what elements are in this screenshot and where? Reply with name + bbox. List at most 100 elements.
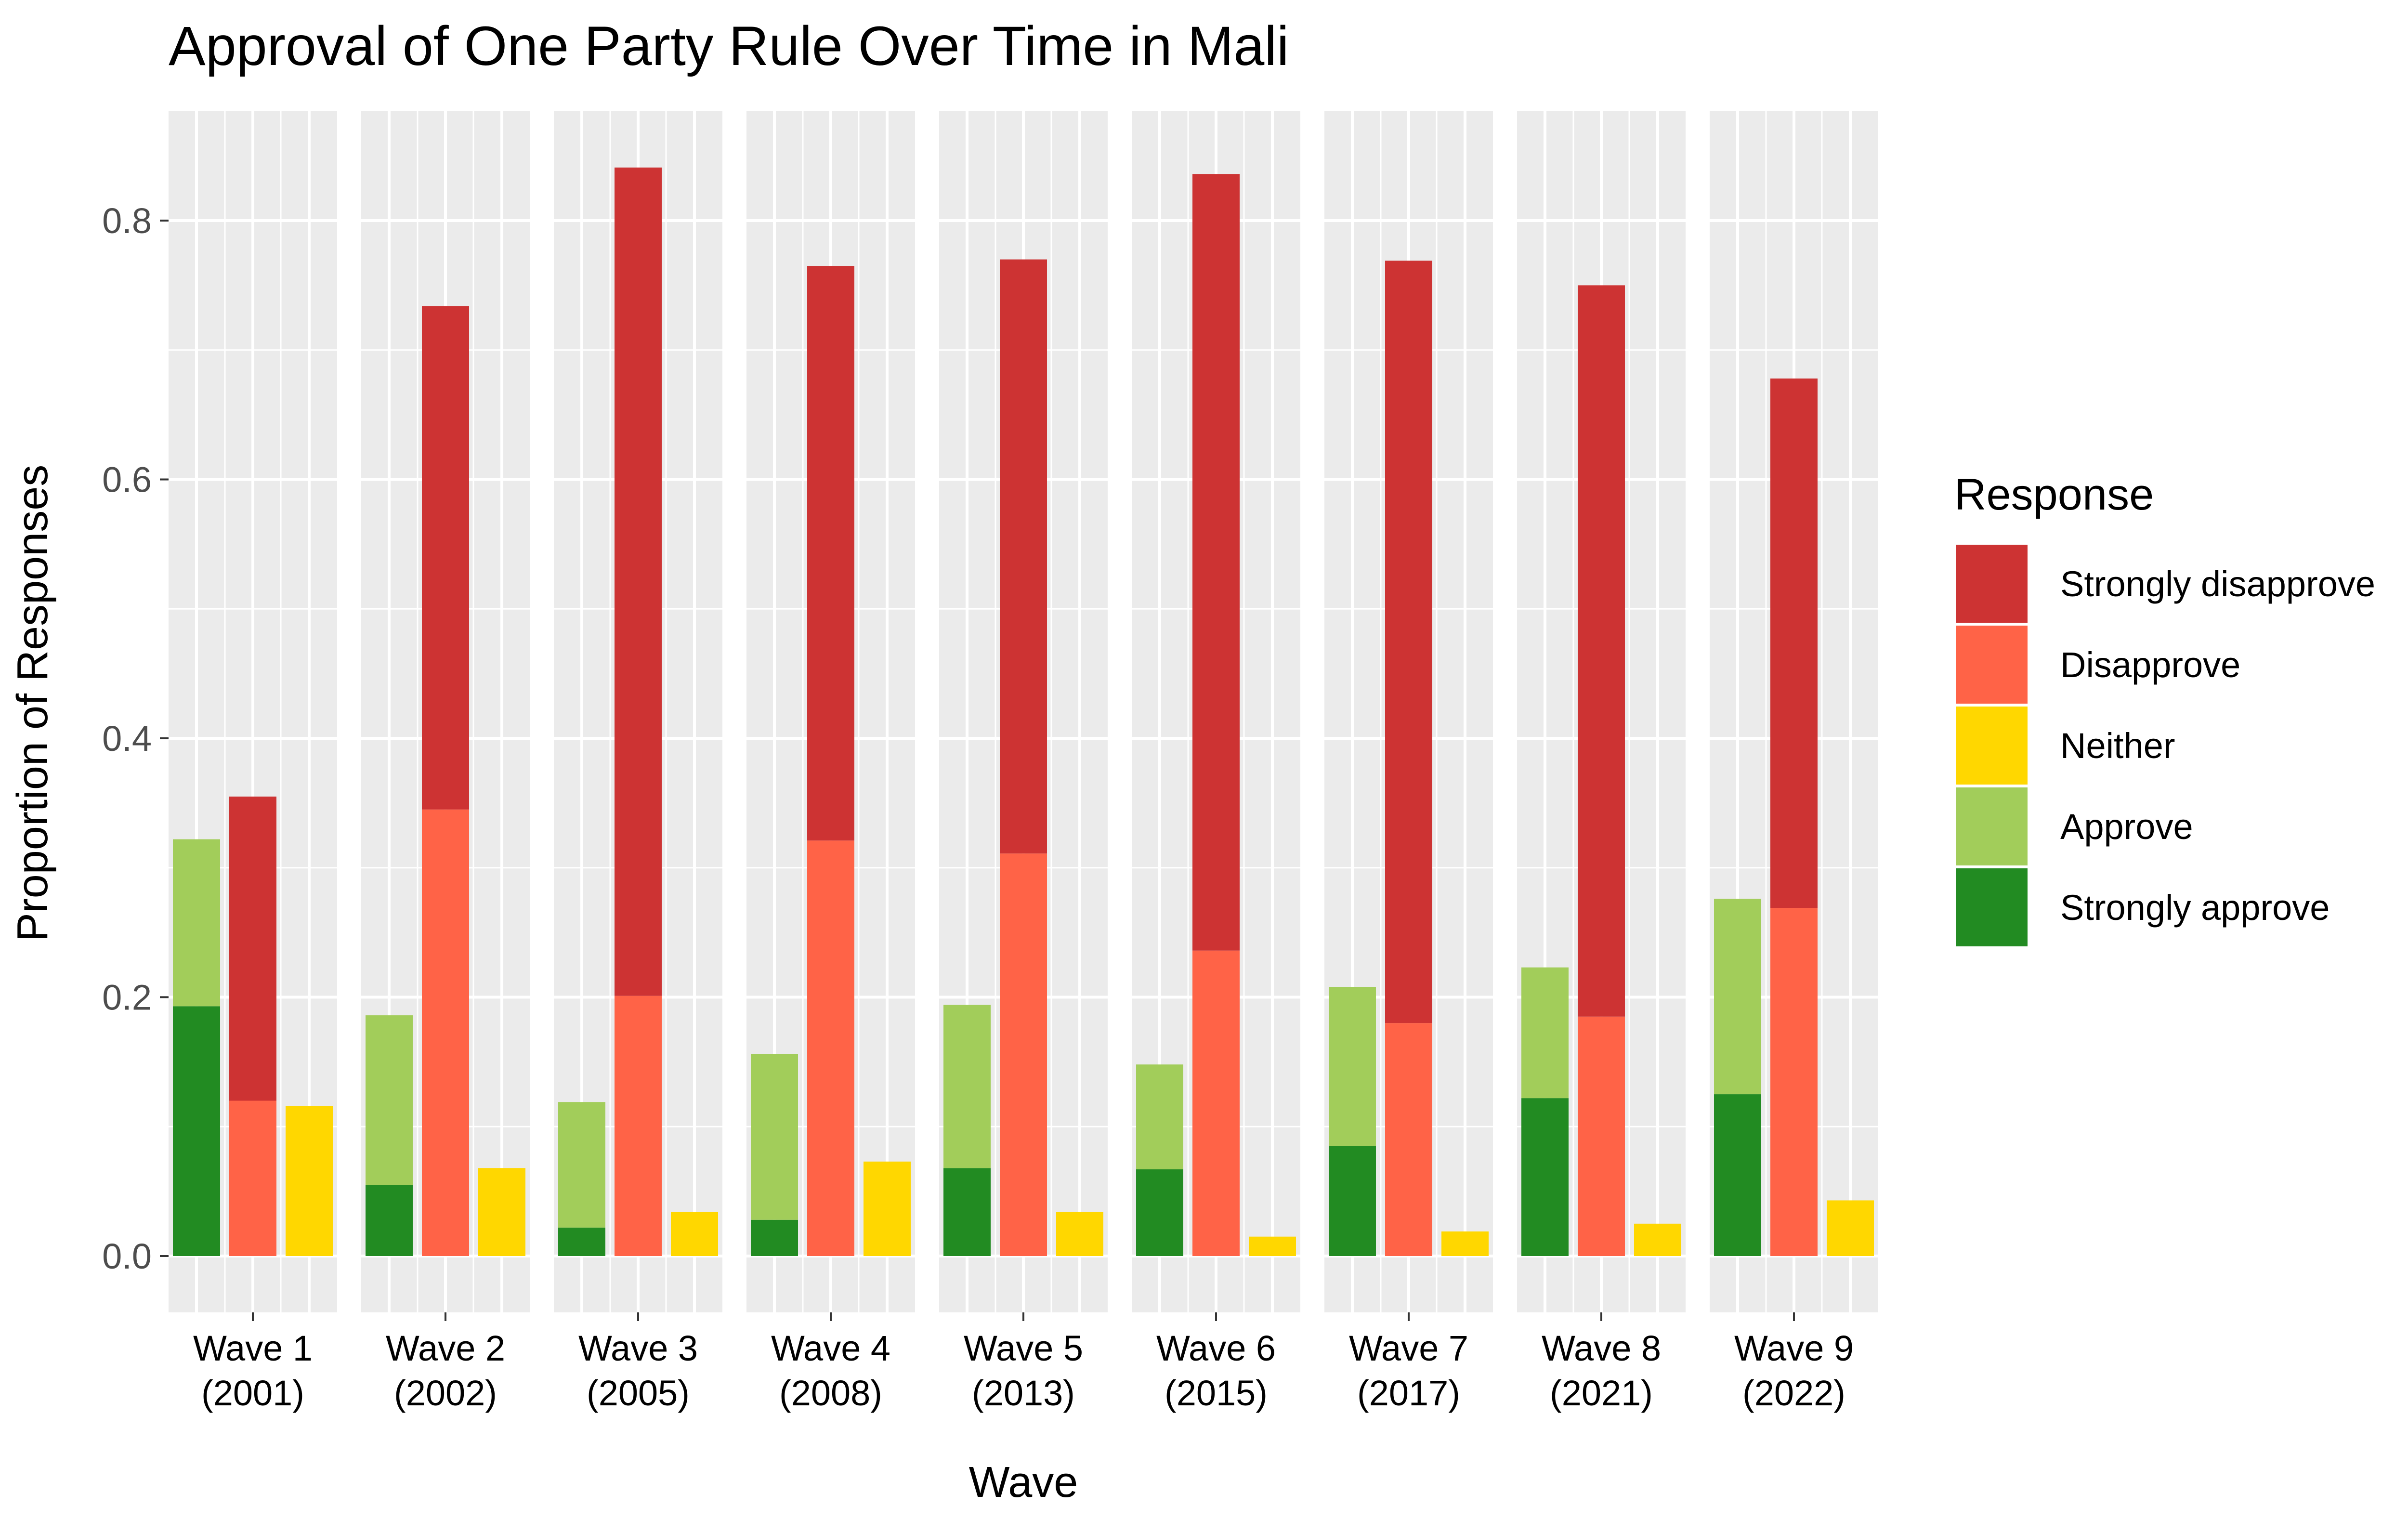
- bar-disapprove: [1578, 1016, 1625, 1256]
- bar-strongly-disapprove: [1000, 259, 1047, 854]
- bar-approve: [1329, 987, 1376, 1146]
- bar-strongly-disapprove: [1385, 261, 1432, 1023]
- legend-label: Disapprove: [2060, 645, 2240, 685]
- legend-key-swatch: [1956, 626, 2028, 704]
- x-tick-label: (2017): [1357, 1373, 1460, 1413]
- x-tick-label: Wave 7: [1349, 1328, 1468, 1368]
- bar-strongly-approve: [1136, 1169, 1183, 1256]
- x-tick-label: Wave 3: [578, 1328, 698, 1368]
- y-tick-label: 0.4: [102, 719, 152, 759]
- bar-strongly-approve: [366, 1185, 413, 1256]
- bar-neither: [1634, 1223, 1681, 1256]
- x-axis: Wave 1 (2001) Wave 2 (2002) Wave 3 (2005) Wave…: [193, 1312, 1854, 1413]
- legend-label: Strongly disapprove: [2060, 564, 2375, 604]
- y-axis: 0.0 0.2 0.4 0.6 0.8: [102, 201, 169, 1276]
- bar-neither: [478, 1168, 525, 1256]
- bar-strongly-approve: [1714, 1094, 1761, 1256]
- facet-panel: [169, 90, 337, 1312]
- legend: Response Strongly disapprove Disapprove Ne…: [1954, 470, 2375, 948]
- x-tick-label: (2022): [1742, 1373, 1845, 1413]
- bar-approve: [366, 1015, 413, 1185]
- legend-key-swatch: [1956, 545, 2028, 623]
- bar-neither: [864, 1161, 911, 1256]
- facet-panel: [554, 90, 722, 1312]
- bar-neither: [286, 1106, 333, 1256]
- legend-label: Approve: [2060, 807, 2193, 847]
- facet-panel: [939, 90, 1108, 1312]
- x-tick-label: Wave 1: [193, 1328, 313, 1368]
- legend-key-swatch: [1956, 787, 2028, 865]
- bar-strongly-approve: [751, 1219, 798, 1256]
- bar-approve: [1714, 899, 1761, 1095]
- facet-panel: [1132, 90, 1300, 1312]
- y-axis-title: Proportion of Responses: [9, 465, 57, 942]
- bar-strongly-approve: [558, 1227, 605, 1256]
- facet-panel: [746, 90, 915, 1312]
- bar-approve: [173, 839, 220, 1007]
- bar-strongly-disapprove: [1770, 378, 1818, 908]
- y-tick-label: 0.0: [102, 1236, 152, 1276]
- bar-neither: [1441, 1231, 1489, 1256]
- bar-strongly-disapprove: [1578, 285, 1625, 1017]
- x-tick-label: Wave 2: [386, 1328, 505, 1368]
- legend-label: Neither: [2060, 726, 2175, 766]
- x-tick-label: Wave 5: [964, 1328, 1083, 1368]
- bar-disapprove: [615, 995, 662, 1256]
- facet-panel: [1517, 90, 1686, 1312]
- legend-item: Strongly approve: [1954, 867, 2329, 948]
- bar-disapprove: [1000, 853, 1047, 1256]
- facet-panel: [1324, 90, 1493, 1312]
- facet-panel: [361, 90, 530, 1312]
- bar-strongly-disapprove: [807, 266, 854, 841]
- x-tick-label: Wave 6: [1156, 1328, 1276, 1368]
- bar-neither: [1056, 1212, 1103, 1256]
- legend-item: Disapprove: [1954, 624, 2240, 705]
- bar-approve: [1136, 1064, 1183, 1169]
- legend-key-swatch: [1956, 707, 2028, 785]
- legend-title: Response: [1954, 470, 2154, 519]
- bar-disapprove: [807, 840, 854, 1256]
- bar-disapprove: [1192, 950, 1240, 1256]
- x-tick-label: Wave 4: [771, 1328, 890, 1368]
- bar-neither: [1827, 1200, 1874, 1256]
- y-tick-label: 0.6: [102, 460, 152, 500]
- x-tick-label: (2013): [972, 1373, 1075, 1413]
- legend-item: Strongly disapprove: [1954, 543, 2375, 624]
- bar-strongly-approve: [173, 1006, 220, 1256]
- bar-approve: [943, 1005, 991, 1168]
- y-tick-label: 0.2: [102, 978, 152, 1018]
- x-tick-label: (2008): [779, 1373, 882, 1413]
- facet-panel: [1710, 90, 1878, 1312]
- bar-disapprove: [1385, 1023, 1432, 1256]
- x-tick-label: (2001): [201, 1373, 304, 1413]
- legend-item: Approve: [1954, 786, 2193, 867]
- x-tick-label: Wave 9: [1734, 1328, 1854, 1368]
- x-tick-label: (2002): [394, 1373, 497, 1413]
- bar-strongly-approve: [1521, 1098, 1569, 1256]
- bar-neither: [1249, 1236, 1296, 1256]
- x-tick-label: Wave 8: [1542, 1328, 1661, 1368]
- bar-strongly-disapprove: [1192, 174, 1240, 951]
- bar-strongly-disapprove: [615, 167, 662, 996]
- bar-disapprove: [422, 809, 469, 1256]
- facet-panels: [169, 90, 1878, 1312]
- bar-approve: [751, 1054, 798, 1220]
- x-tick-label: (2021): [1550, 1373, 1653, 1413]
- bar-strongly-disapprove: [422, 306, 469, 810]
- y-tick-label: 0.8: [102, 201, 152, 241]
- legend-item: Neither: [1954, 705, 2175, 786]
- bar-neither: [671, 1212, 718, 1256]
- legend-label: Strongly approve: [2060, 888, 2329, 928]
- x-tick-label: (2015): [1165, 1373, 1268, 1413]
- x-tick-label: (2005): [587, 1373, 690, 1413]
- bar-disapprove: [229, 1100, 276, 1256]
- bar-approve: [558, 1102, 605, 1228]
- bar-strongly-approve: [1329, 1146, 1376, 1256]
- bar-strongly-approve: [943, 1168, 991, 1256]
- bar-approve: [1521, 967, 1569, 1099]
- chart-title: Approval of One Party Rule Over Time in …: [169, 15, 1289, 77]
- bar-disapprove: [1770, 908, 1818, 1256]
- x-axis-title: Wave: [969, 1458, 1078, 1506]
- legend-key-swatch: [1956, 868, 2028, 946]
